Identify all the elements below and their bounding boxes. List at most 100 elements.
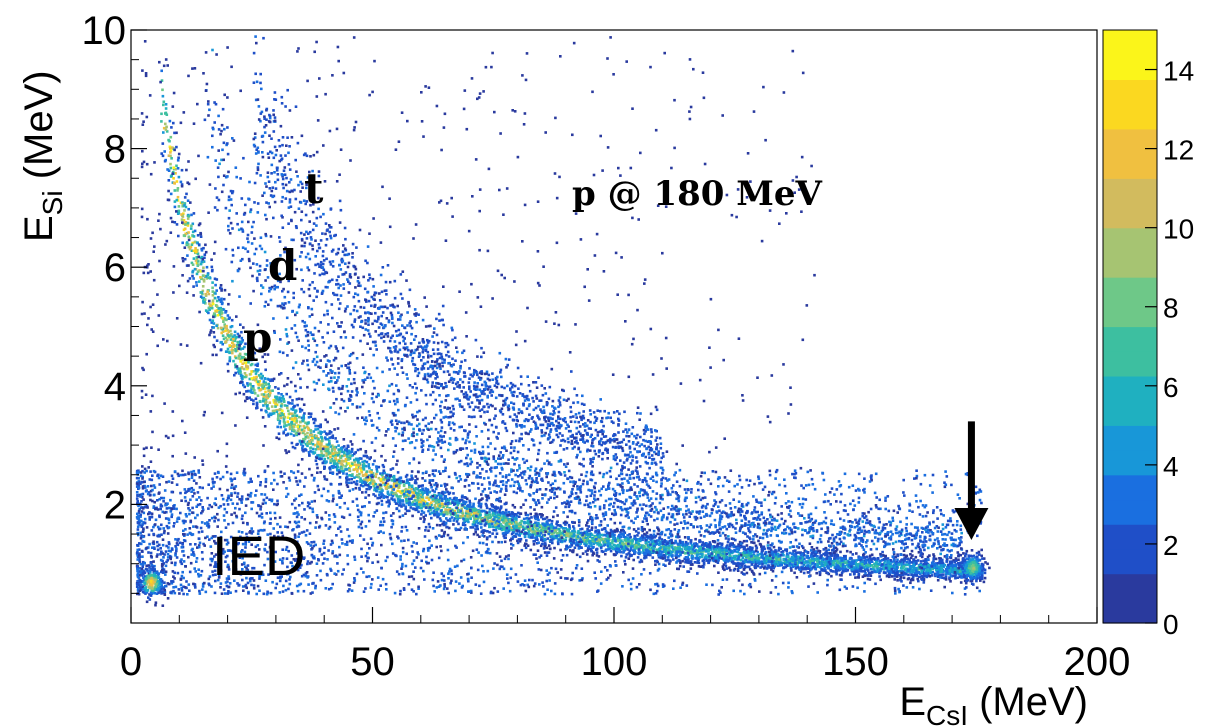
heatmap-cell xyxy=(921,564,925,568)
heatmap-cell xyxy=(329,461,332,464)
heatmap-cell xyxy=(264,390,267,394)
heatmap-cell xyxy=(326,420,329,424)
heatmap-cell xyxy=(263,377,267,380)
heatmap-cell xyxy=(898,573,902,577)
heatmap-cell xyxy=(747,565,751,569)
heatmap-cell xyxy=(277,432,281,435)
heatmap-cell xyxy=(618,536,621,539)
heatmap-cell xyxy=(449,511,452,514)
heatmap-cell xyxy=(335,466,339,470)
heatmap-cell xyxy=(899,566,903,570)
heatmap-cell xyxy=(409,503,412,506)
heatmap-cell xyxy=(702,561,706,564)
heatmap-cell xyxy=(279,416,283,420)
heatmap-cell xyxy=(447,498,451,502)
heatmap-cell xyxy=(211,299,215,302)
heatmap-cell xyxy=(510,528,513,531)
heatmap-cell xyxy=(622,542,625,546)
heatmap-cell xyxy=(274,403,277,407)
heatmap-cell xyxy=(384,487,388,490)
heatmap-cell xyxy=(717,571,720,574)
heatmap-cell xyxy=(612,537,615,541)
heatmap-cell xyxy=(172,167,176,171)
heatmap-cell xyxy=(187,231,190,234)
heatmap-cell xyxy=(193,229,197,233)
heatmap-cell xyxy=(488,507,492,511)
heatmap-cell xyxy=(397,486,400,489)
heatmap-cell xyxy=(284,428,287,431)
heatmap-cell xyxy=(327,447,330,451)
heatmap-cell xyxy=(416,496,420,499)
heatmap-cell xyxy=(355,463,359,467)
heatmap-cell xyxy=(736,550,740,554)
heatmap-cell xyxy=(905,560,909,564)
heatmap-cell xyxy=(215,289,218,292)
heatmap-cell xyxy=(188,236,192,240)
heatmap-cell xyxy=(953,567,957,570)
heatmap-cell xyxy=(534,526,538,530)
heatmap-cell xyxy=(301,446,304,450)
heatmap-cell xyxy=(944,575,948,579)
heatmap-cell xyxy=(912,565,916,568)
heatmap-cell xyxy=(529,548,533,552)
heatmap-cell xyxy=(482,518,485,521)
heatmap-cell xyxy=(777,561,781,564)
heatmap-cell xyxy=(270,405,274,408)
heatmap-cell xyxy=(774,551,778,554)
heatmap-cell xyxy=(312,447,315,451)
heatmap-cell xyxy=(938,565,941,569)
heatmap-cell xyxy=(359,478,363,482)
heatmap-cell xyxy=(953,574,957,578)
heatmap-cell xyxy=(498,513,502,516)
heatmap-cell xyxy=(595,539,599,542)
heatmap-cell xyxy=(278,408,282,411)
heatmap-cell xyxy=(407,482,411,485)
heatmap-cell xyxy=(657,549,660,553)
heatmap-cell xyxy=(908,559,911,562)
heatmap-cell xyxy=(169,154,172,158)
heatmap-cell xyxy=(503,516,506,519)
heatmap-cell xyxy=(893,567,897,570)
heatmap-cell xyxy=(213,296,217,300)
heatmap-cell xyxy=(374,475,377,479)
heatmap-cell xyxy=(398,484,401,488)
heatmap-cell xyxy=(936,574,940,578)
heatmap-cell xyxy=(232,343,236,347)
heatmap-cell xyxy=(216,313,220,317)
heatmap-cell xyxy=(861,563,864,566)
heatmap-cell xyxy=(888,575,891,579)
heatmap-cell xyxy=(541,530,545,534)
heatmap-cell xyxy=(440,529,444,532)
heatmap-cell xyxy=(735,545,738,549)
heatmap-cell xyxy=(756,553,759,557)
heatmap-cell xyxy=(304,421,307,425)
heatmap-cell xyxy=(514,513,517,516)
heatmap-cell xyxy=(829,552,832,555)
heatmap-cell xyxy=(460,507,463,511)
heatmap-cell xyxy=(336,454,340,457)
heatmap-cell xyxy=(882,571,886,574)
heatmap-cell xyxy=(649,533,652,537)
heatmap-cell xyxy=(919,564,923,567)
heatmap-cell xyxy=(242,326,245,329)
heatmap-cell xyxy=(659,546,662,550)
heatmap-cell xyxy=(663,556,667,560)
heatmap-cell xyxy=(368,470,372,473)
heatmap-cell xyxy=(382,478,385,481)
heatmap-cell xyxy=(848,566,852,570)
heatmap-cell xyxy=(252,402,255,406)
heatmap-cell xyxy=(598,534,601,538)
heatmap-cell xyxy=(575,543,578,547)
heatmap-cell xyxy=(690,544,694,547)
heatmap-cell xyxy=(429,501,433,504)
heatmap-cell xyxy=(829,554,833,557)
heatmap-cell xyxy=(896,573,899,576)
heatmap-cell xyxy=(801,553,804,556)
heatmap-cell xyxy=(920,571,924,574)
heatmap-cell xyxy=(639,546,643,549)
heatmap-cell xyxy=(841,567,845,571)
heatmap-cell xyxy=(686,545,689,549)
heatmap-cell xyxy=(334,437,337,440)
heatmap-cell xyxy=(668,562,671,565)
